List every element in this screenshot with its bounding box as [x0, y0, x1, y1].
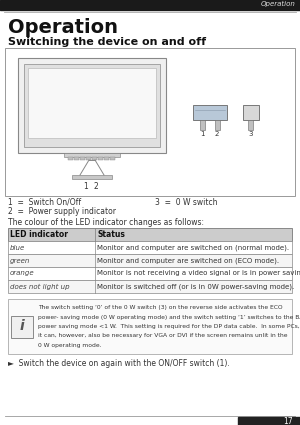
Bar	[64, 153, 120, 157]
Bar	[74, 157, 79, 160]
Bar	[98, 157, 103, 160]
Text: Operation: Operation	[8, 17, 118, 37]
Text: 17: 17	[284, 416, 293, 425]
Bar	[80, 157, 85, 160]
Bar	[110, 157, 115, 160]
Bar	[8, 299, 292, 354]
Text: LED indicator: LED indicator	[10, 230, 68, 239]
Text: The switch setting ‘0’ of the 0 W switch (3) on the reverse side activates the E: The switch setting ‘0’ of the 0 W switch…	[38, 305, 283, 310]
Text: 1: 1	[84, 181, 88, 190]
Text: power- saving mode (0 W operating mode) and the switch setting ‘1’ switches to t: power- saving mode (0 W operating mode) …	[38, 314, 300, 320]
Text: ►  Switch the device on again with the ON/OFF switch (1).: ► Switch the device on again with the ON…	[8, 360, 230, 368]
Text: power saving mode <1 W.  This setting is required for the DP data cable.  In som: power saving mode <1 W. This setting is …	[38, 324, 300, 329]
Bar	[193, 105, 227, 120]
Bar	[243, 105, 259, 120]
Text: Status: Status	[97, 230, 125, 239]
Bar	[248, 120, 253, 130]
Bar	[8, 241, 292, 254]
Text: 2: 2	[94, 181, 98, 190]
Bar	[8, 267, 292, 280]
Bar	[238, 417, 300, 425]
Bar	[68, 157, 73, 160]
Bar	[8, 228, 292, 241]
Bar	[92, 157, 97, 160]
Bar	[28, 68, 156, 138]
Bar	[200, 120, 205, 130]
Text: orange: orange	[10, 270, 34, 277]
Text: Monitor and computer are switched on (ECO mode).: Monitor and computer are switched on (EC…	[97, 257, 279, 264]
Bar	[215, 120, 220, 130]
Text: 1  =  Switch On/Off: 1 = Switch On/Off	[8, 198, 81, 207]
Bar	[72, 175, 112, 179]
Text: 2  =  Power supply indicator: 2 = Power supply indicator	[8, 207, 116, 215]
Text: Monitor is not receiving a video signal or is in power saving mode.: Monitor is not receiving a video signal …	[97, 270, 300, 277]
Text: Switching the device on and off: Switching the device on and off	[8, 37, 206, 47]
Text: 1: 1	[200, 131, 204, 137]
Bar	[86, 157, 91, 160]
Text: blue: blue	[10, 244, 25, 250]
Text: 3: 3	[249, 131, 253, 137]
Bar	[18, 58, 166, 153]
Bar	[24, 64, 160, 147]
Text: i: i	[20, 320, 24, 334]
Bar	[11, 315, 33, 337]
Bar	[8, 254, 292, 267]
Bar	[0, 0, 300, 10]
Text: 0 W operating mode.: 0 W operating mode.	[38, 343, 101, 348]
Text: 2: 2	[215, 131, 219, 137]
Text: 3  =  0 W switch: 3 = 0 W switch	[155, 198, 218, 207]
Text: The colour of the LED indicator changes as follows:: The colour of the LED indicator changes …	[8, 218, 204, 227]
Text: Operation: Operation	[261, 1, 296, 7]
Bar	[8, 280, 292, 293]
Text: green: green	[10, 258, 30, 264]
Text: Monitor is switched off (or is in 0W power-saving mode).: Monitor is switched off (or is in 0W pow…	[97, 283, 294, 290]
Text: Monitor and computer are switched on (normal mode).: Monitor and computer are switched on (no…	[97, 244, 289, 251]
Bar	[104, 157, 109, 160]
Bar	[5, 48, 295, 196]
Text: does not light up: does not light up	[10, 283, 70, 289]
Text: it can, however, also be necessary for VGA or DVI if the screen remains unlit in: it can, however, also be necessary for V…	[38, 334, 287, 338]
